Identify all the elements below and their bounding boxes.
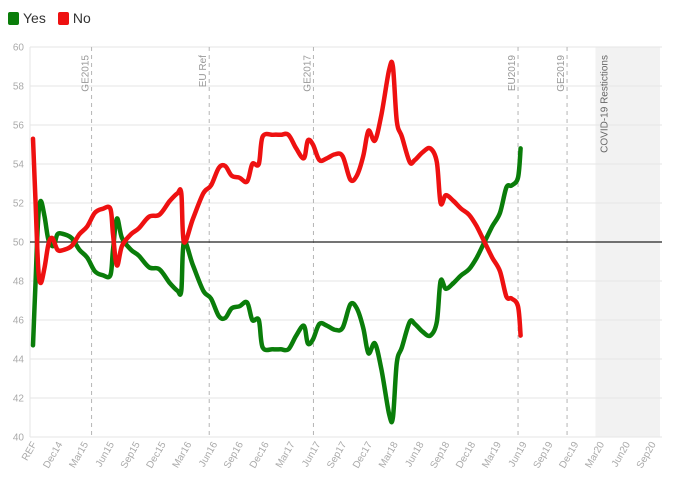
legend-swatch-yes [8,11,19,25]
series-line-yes [30,146,523,425]
x-tick-label: Jun15 [94,440,117,469]
event-label: GE2015 [81,55,92,92]
x-tick-label: Sep16 [222,440,246,471]
x-tick-label: Sep20 [635,440,659,471]
x-tick-label: Mar15 [67,440,91,470]
legend-swatch-no [57,11,69,25]
x-tick-label: Jun19 [507,440,530,469]
chart-legend: Yes No [8,10,91,26]
legend-label-yes: Yes [23,10,46,26]
y-tick-label: 60 [13,43,25,54]
series-line-no [30,59,523,338]
legend-item-yes[interactable]: Yes [8,10,46,26]
x-tick-label: Jun20 [610,440,633,469]
x-tick-label: Sep19 [532,440,556,471]
x-tick-label: Mar19 [480,440,504,470]
y-tick-label: 56 [13,121,25,132]
covid-label: COVID-19 Restictions [599,55,610,153]
y-tick-label: 58 [13,82,25,93]
x-tick-label: Jun16 [197,440,220,469]
y-tick-label: 40 [13,433,25,444]
y-tick-label: 54 [13,160,25,171]
y-tick-label: 42 [13,394,25,405]
x-tick-label: Dec16 [248,440,272,471]
event-label: GE2017 [302,55,313,92]
x-tick-label: Dec19 [557,440,581,471]
event-label: EU2019 [507,55,518,92]
event-label: EU Ref [198,55,209,87]
x-tick-label: Mar17 [274,440,298,470]
x-tick-label: Dec14 [41,440,65,471]
x-tick-label: Jun17 [300,440,323,469]
legend-label-no: No [72,10,91,26]
y-tick-label: 52 [13,199,25,210]
x-tick-label: Dec18 [454,440,478,471]
x-tick-label: Dec15 [145,440,169,471]
x-tick-label: Mar18 [377,440,401,470]
y-tick-label: 48 [13,277,25,288]
x-tick-label: Mar16 [171,440,195,470]
x-tick-label: Mar20 [583,440,607,470]
legend-item-no[interactable]: No [57,10,91,26]
event-label: GE2019 [556,55,567,92]
y-tick-label: 50 [13,238,25,249]
x-tick-label: Dec17 [351,440,375,471]
x-tick-label: Sep17 [325,440,349,471]
x-tick-label: Sep15 [119,440,143,471]
x-tick-label: Jun18 [403,440,426,469]
y-tick-label: 46 [13,316,25,327]
x-tick-label: Sep18 [428,440,452,471]
y-tick-label: 44 [13,355,25,366]
